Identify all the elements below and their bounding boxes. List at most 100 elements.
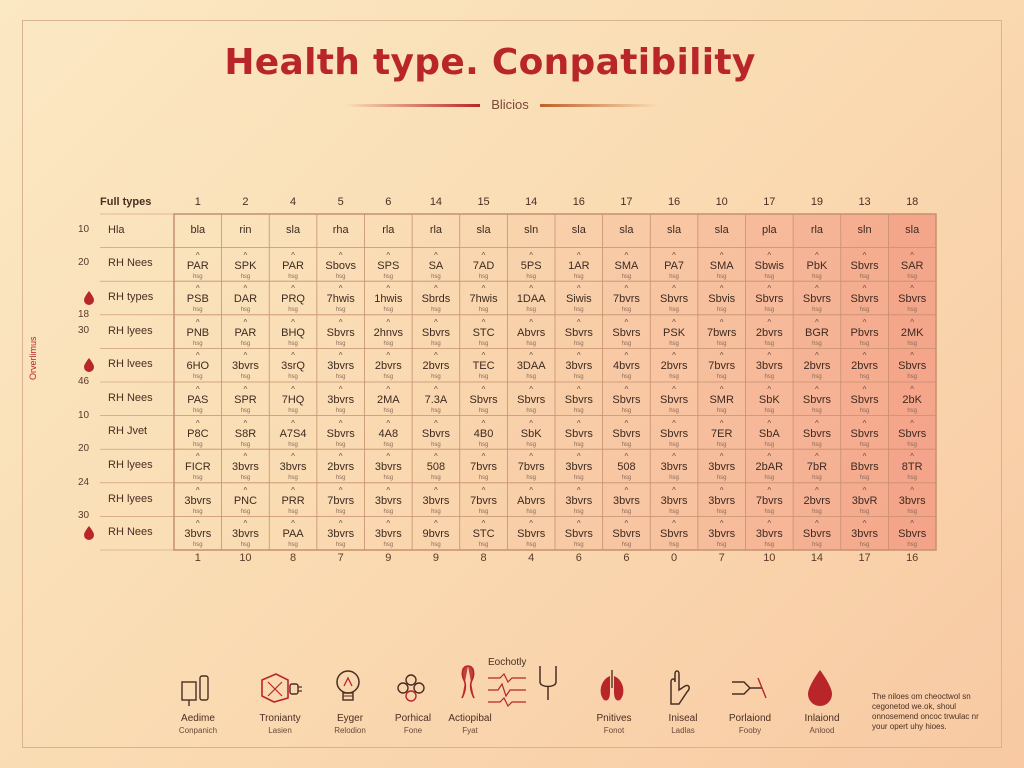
cell-value: sla <box>571 223 586 236</box>
cell-subscript: hsg <box>812 307 822 314</box>
table-cell: ^ 2hnvs hsg <box>364 317 412 347</box>
cell-subscript: hsg <box>526 508 537 515</box>
table-cell: ^ Sbvrs hsg <box>841 386 889 415</box>
icon-label-title: Aedime <box>181 713 215 724</box>
cell-subscript: hsg <box>240 408 251 414</box>
cell-value: SPK <box>234 259 257 272</box>
cell-value: Sbvis <box>708 293 736 306</box>
table-cell: ^ 7bvrs hsg <box>460 452 508 482</box>
cell-caret: ^ <box>195 519 200 529</box>
cell-value: sla <box>667 223 682 236</box>
table-cell: ^ Sbvrs hsg <box>317 318 365 347</box>
cell-subscript: hsg <box>240 273 251 280</box>
cell-value: 8TR <box>901 461 923 474</box>
table-cell: ^ BGR hsg <box>793 317 841 347</box>
cell-caret: ^ <box>386 317 391 327</box>
bottom-number: 1 <box>194 552 201 564</box>
icon-label-title: Porhical <box>394 713 432 724</box>
cell-subscript: hsg <box>431 374 441 381</box>
cell-value: 5PS <box>520 259 542 272</box>
cell-value: rha <box>332 223 349 236</box>
row-number: 18 <box>78 308 90 320</box>
row-label: RH Nees <box>108 257 153 270</box>
cell-value: Sbvrs <box>421 326 450 339</box>
cell-subscript: hsg <box>764 374 775 381</box>
cell-caret: ^ <box>243 317 248 327</box>
cell-caret: ^ <box>434 385 438 394</box>
table-cell: ^ 1AR hsg <box>555 251 603 280</box>
cell-caret: ^ <box>815 418 819 428</box>
cell-value: PSB <box>186 293 209 306</box>
cell-value: Sbvrs <box>469 394 498 406</box>
cell-subscript: hsg <box>669 475 679 482</box>
cell-value: Abvrs <box>517 494 546 507</box>
cell-value: SbK <box>758 394 780 406</box>
table-cell: ^ Sbvrs hsg <box>555 318 603 347</box>
cell-subscript: hsg <box>240 508 251 515</box>
table-cell: ^ Sbvrs hsg <box>317 419 365 448</box>
row-label: RH Jvet <box>108 425 148 438</box>
table-cell: ^ PA7 hsg <box>650 251 698 280</box>
table-cell: ^ 3bvrs hsg <box>364 520 412 549</box>
cell-caret: ^ <box>338 351 343 361</box>
cell-value: PAR <box>282 259 304 272</box>
row-label: RH Nees <box>108 526 153 539</box>
cell-value: SMA <box>709 259 734 272</box>
cell-caret: ^ <box>767 452 772 462</box>
cell-caret: ^ <box>434 485 438 495</box>
row-label: RH Nees <box>108 391 153 404</box>
table-cell: ^ 3bvrs hsg <box>221 453 269 482</box>
cell-caret: ^ <box>624 284 629 294</box>
cell-caret: ^ <box>815 317 819 327</box>
bottom-number: 6 <box>575 552 582 564</box>
cell-value: 3bvrs <box>374 528 402 541</box>
cell-value: 2bvrs <box>803 494 831 507</box>
cell-subscript: hsg <box>240 542 251 549</box>
cell-subscript: hsg <box>621 441 632 448</box>
cell-value: Sbvrs <box>564 394 593 406</box>
cell-subscript: hsg <box>335 408 346 414</box>
cell-caret: ^ <box>719 385 724 394</box>
cell-subscript: hsg <box>288 374 298 381</box>
cell-caret: ^ <box>672 418 676 428</box>
waveform-icon <box>488 672 526 708</box>
table-cell: ^ 3srQ hsg <box>269 352 317 381</box>
cell-caret: ^ <box>719 485 724 495</box>
row-number: 30 <box>78 510 90 522</box>
icon-label-sub: Fonot <box>603 726 625 735</box>
cell-value: Pbvrs <box>850 326 879 339</box>
table-cell: ^ DAR hsg <box>221 285 269 314</box>
table-cell: ^ 7.3A hsg <box>412 385 460 415</box>
cell-value: PAA <box>282 528 304 541</box>
blood-drop-icon <box>808 670 832 706</box>
table-cell: ^ Sbvrs hsg <box>793 285 841 314</box>
bottom-number: 16 <box>906 552 919 564</box>
cell-value: Sbvrs <box>612 427 641 440</box>
table-cell: ^ SPS hsg <box>364 251 412 280</box>
cell-value: 3bvrs <box>565 360 593 373</box>
cell-caret: ^ <box>195 452 200 462</box>
cell-value: sln <box>857 223 872 236</box>
table-cell: ^ 7bvrs hsg <box>698 352 746 381</box>
table-cell: ^ 7ER hsg <box>698 419 746 448</box>
cell-subscript: hsg <box>812 374 822 381</box>
cell-value: sln <box>524 223 539 236</box>
cell-value: 7.3A <box>424 394 448 406</box>
cell-caret: ^ <box>719 250 724 260</box>
cell-subscript: hsg <box>526 542 537 549</box>
table-cell: ^ Sbvrs hsg <box>602 386 650 415</box>
cell-caret: ^ <box>434 519 438 529</box>
cell-value: 2bvrs <box>327 461 355 474</box>
cell-caret: ^ <box>815 250 819 260</box>
table-cell: pla <box>745 224 793 236</box>
cell-value: 7hwis <box>326 293 355 306</box>
bottom-number: 8 <box>290 552 297 564</box>
table-cell: ^ 2MK hsg <box>888 318 936 347</box>
table-cell: sla <box>650 223 698 236</box>
cell-caret: ^ <box>481 418 486 428</box>
cell-subscript: hsg <box>859 542 870 549</box>
cell-subscript: hsg <box>812 441 822 448</box>
table-cell: ^ SPK hsg <box>221 251 269 280</box>
row-label: RH lyees <box>108 492 153 505</box>
cell-caret: ^ <box>481 452 486 462</box>
